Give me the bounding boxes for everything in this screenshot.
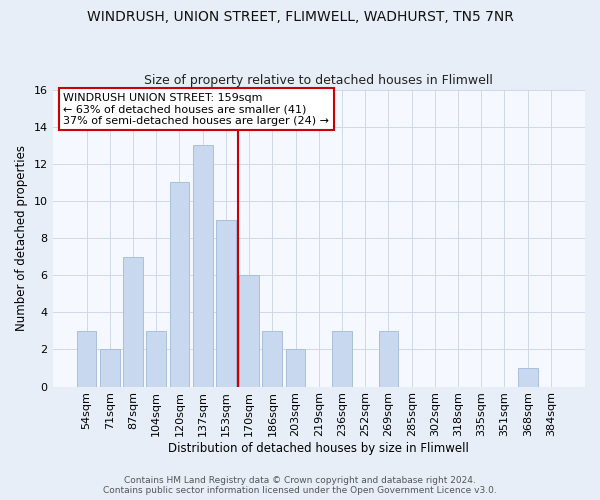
Bar [518,368,538,386]
Bar [77,331,97,386]
Bar [262,331,282,386]
Text: Contains HM Land Registry data © Crown copyright and database right 2024.
Contai: Contains HM Land Registry data © Crown c… [103,476,497,495]
Text: WINDRUSH UNION STREET: 159sqm
← 63% of detached houses are smaller (41)
37% of s: WINDRUSH UNION STREET: 159sqm ← 63% of d… [63,92,329,126]
Bar [286,350,305,387]
Bar [123,256,143,386]
Bar [100,350,119,387]
Text: WINDRUSH, UNION STREET, FLIMWELL, WADHURST, TN5 7NR: WINDRUSH, UNION STREET, FLIMWELL, WADHUR… [86,10,514,24]
Bar [239,275,259,386]
Y-axis label: Number of detached properties: Number of detached properties [15,145,28,331]
Bar [216,220,236,386]
Title: Size of property relative to detached houses in Flimwell: Size of property relative to detached ho… [145,74,493,87]
Bar [193,145,212,386]
Bar [146,331,166,386]
Bar [170,182,190,386]
Bar [332,331,352,386]
Bar [379,331,398,386]
X-axis label: Distribution of detached houses by size in Flimwell: Distribution of detached houses by size … [169,442,469,455]
